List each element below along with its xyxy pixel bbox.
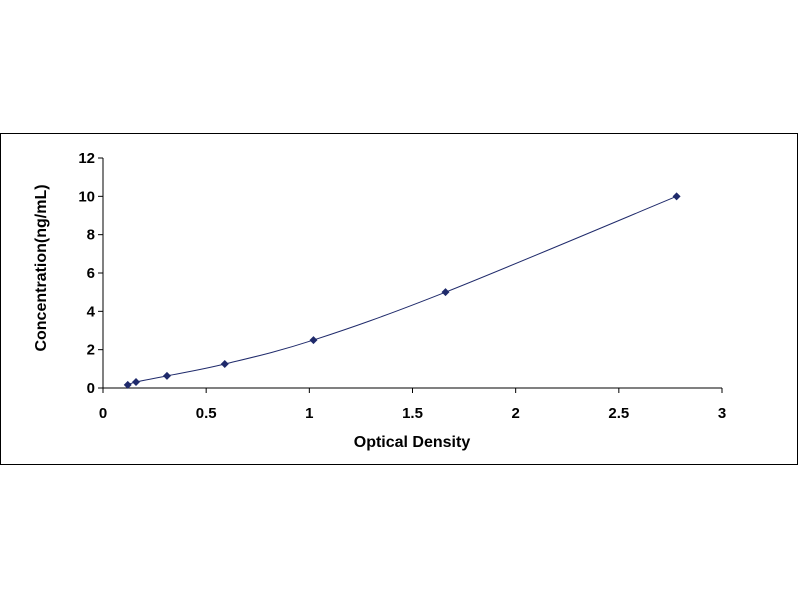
y-tick-label: 12 — [78, 150, 95, 167]
y-tick-label: 6 — [87, 265, 95, 282]
x-tick-label: 0 — [99, 405, 107, 422]
x-tick-label: 1 — [305, 405, 313, 422]
curve-layer — [127, 195, 677, 386]
x-ticks: 0 0.5 1 1.5 2 2.5 3 — [99, 388, 726, 422]
y-axis-title: Concentration(ng/mL) — [33, 184, 50, 351]
data-point — [441, 288, 450, 297]
x-tick-label: 3 — [718, 405, 726, 422]
y-tick-label: 8 — [87, 227, 95, 244]
fit-curve — [127, 195, 677, 386]
data-point — [309, 336, 318, 345]
data-point — [162, 371, 171, 380]
x-tick-label: 0.5 — [196, 405, 217, 422]
data-point — [672, 192, 681, 201]
y-tick-label: 0 — [87, 380, 95, 397]
data-point — [220, 360, 229, 369]
y-tick-label: 4 — [87, 303, 96, 320]
axes — [102, 158, 722, 389]
y-ticks: 0 2 4 6 8 10 12 — [78, 150, 103, 397]
points-layer — [123, 192, 681, 389]
y-tick-label: 2 — [87, 342, 95, 359]
x-tick-label: 2.5 — [608, 405, 629, 422]
y-tick-label: 10 — [78, 188, 95, 205]
x-tick-label: 1.5 — [402, 405, 423, 422]
chart-frame — [0, 133, 798, 465]
x-axis-title: Optical Density — [354, 434, 471, 451]
data-point — [123, 380, 132, 389]
x-tick-label: 2 — [511, 405, 519, 422]
data-point — [132, 378, 141, 387]
